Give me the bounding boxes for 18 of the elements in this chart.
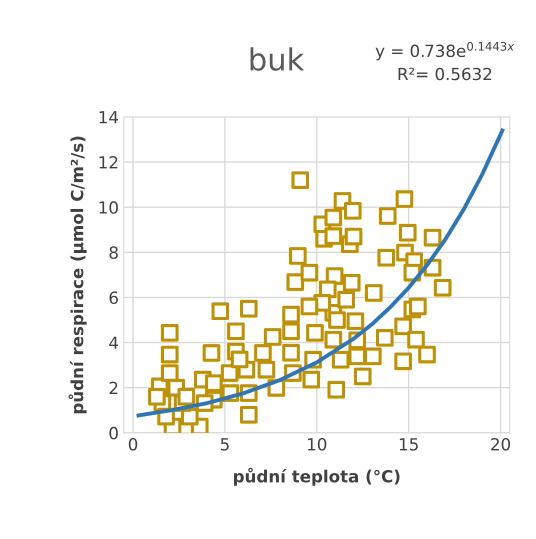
x-tick-label: 20	[491, 438, 510, 451]
chart-title: buk	[250, 47, 304, 71]
y-tick-label: 0	[109, 426, 118, 440]
x-axis-title: půdní teplota (°C)	[234, 468, 400, 486]
text: R²= 0.5632	[398, 68, 492, 80]
x-tick-label: 15	[400, 438, 418, 451]
y-tick-label: 6	[110, 291, 118, 304]
y-tick-label: 8	[109, 246, 118, 259]
x-tick-label: 10	[308, 438, 326, 451]
y-tick-label: 14	[100, 111, 118, 124]
x-tick-label: 5	[220, 438, 229, 451]
y-tick-label: 2	[110, 382, 118, 394]
y-tick-label: 4	[109, 336, 118, 349]
x-tick-label: 0	[128, 438, 138, 451]
y-axis-title: půdní respirace (μmol C/m²/s)	[68, 136, 87, 414]
text: y = 0.738e$^{0.1443x}$	[376, 42, 514, 60]
y-tick-label: 12	[100, 156, 118, 168]
y-tick-label: 10	[100, 201, 118, 214]
